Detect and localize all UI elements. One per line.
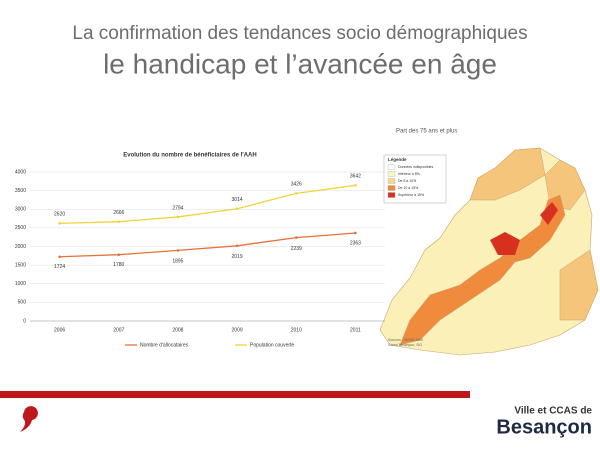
y-tick-label: 1500 (15, 262, 26, 268)
logo-line2: Besançon (496, 416, 592, 438)
legend-swatch (387, 178, 396, 184)
y-tick-label: 1000 (15, 281, 26, 287)
value-label: 2794 (172, 205, 183, 211)
legend-swatch (387, 171, 396, 177)
chart-title: Evolution du nombre de bénéficiaires de … (123, 153, 256, 159)
point (235, 207, 239, 211)
legend-label: Données indisponibles (398, 165, 433, 169)
value-label: 2019 (232, 254, 243, 260)
value-label: 2620 (54, 212, 65, 218)
point (117, 253, 121, 256)
point (176, 249, 180, 252)
x-tick-label: 2008 (172, 327, 183, 333)
legend-label: De 8 à 10% (398, 179, 416, 183)
point (354, 231, 357, 235)
point (58, 255, 61, 259)
value-label: 2666 (113, 210, 124, 216)
y-tick-label: 4000 (15, 169, 26, 175)
y-tick-label: 2500 (15, 225, 26, 231)
legend-label: Supérieur à 15% (398, 193, 424, 197)
y-tick-label: 0 (23, 318, 26, 324)
series-line (59, 232, 356, 258)
point (294, 192, 298, 195)
value-label: 1895 (172, 259, 183, 265)
map-legend-title: Légende (388, 157, 407, 162)
y-tick-label: 3500 (15, 188, 26, 194)
legend-label: De 10 à 15% (398, 186, 418, 190)
value-label: 2363 (350, 240, 361, 246)
x-tick-label: 2010 (291, 327, 302, 333)
x-tick-label: 2009 (232, 327, 243, 333)
map-source: Grand Besançon, SIG (388, 343, 423, 347)
point (58, 222, 61, 225)
legend-swatch (387, 164, 396, 170)
legend-label: Inférieur à 8% (398, 172, 420, 176)
legend-swatch (387, 185, 396, 191)
slide-title: La confirmation des tendances socio démo… (72, 23, 527, 44)
x-tick-label: 2011 (350, 327, 361, 333)
map-legend: Données indisponibles Inférieur à 8% De 8 … (387, 164, 433, 198)
map (379, 147, 599, 356)
value-label: 3642 (350, 174, 361, 180)
value-label: 1780 (113, 262, 124, 268)
point (176, 215, 180, 219)
series-line (59, 184, 356, 225)
value-label: 3426 (291, 182, 302, 188)
map-source: Sources : INSEE 2006 (388, 338, 423, 342)
point (117, 220, 121, 223)
x-tick-label: 2007 (113, 327, 124, 333)
point (294, 236, 298, 239)
logo-line1: Ville et CCAS de (514, 406, 592, 417)
legend-label: Population couverte (250, 342, 294, 348)
map-title: Part des 75 ans et plus (396, 129, 457, 135)
y-tick-label: 2000 (15, 244, 26, 250)
y-tick-label: 500 (18, 300, 27, 306)
legend-swatch (387, 192, 396, 198)
point (354, 184, 357, 187)
chart: 0 500 1000 1500 2000 2500 3000 3500 4000 2006 2007… (15, 169, 385, 348)
x-tick-label: 2006 (54, 327, 65, 333)
footer-bar (0, 391, 470, 398)
value-label: 3014 (232, 197, 243, 203)
slide-subtitle: le handicap et l’avancée en âge (103, 48, 497, 79)
logo-mark (20, 406, 38, 432)
value-label: 1724 (54, 264, 65, 270)
y-tick-label: 3000 (15, 207, 26, 213)
point (235, 244, 239, 248)
legend-label: Nombre d'allocataires (140, 342, 189, 348)
value-label: 2239 (291, 246, 302, 252)
